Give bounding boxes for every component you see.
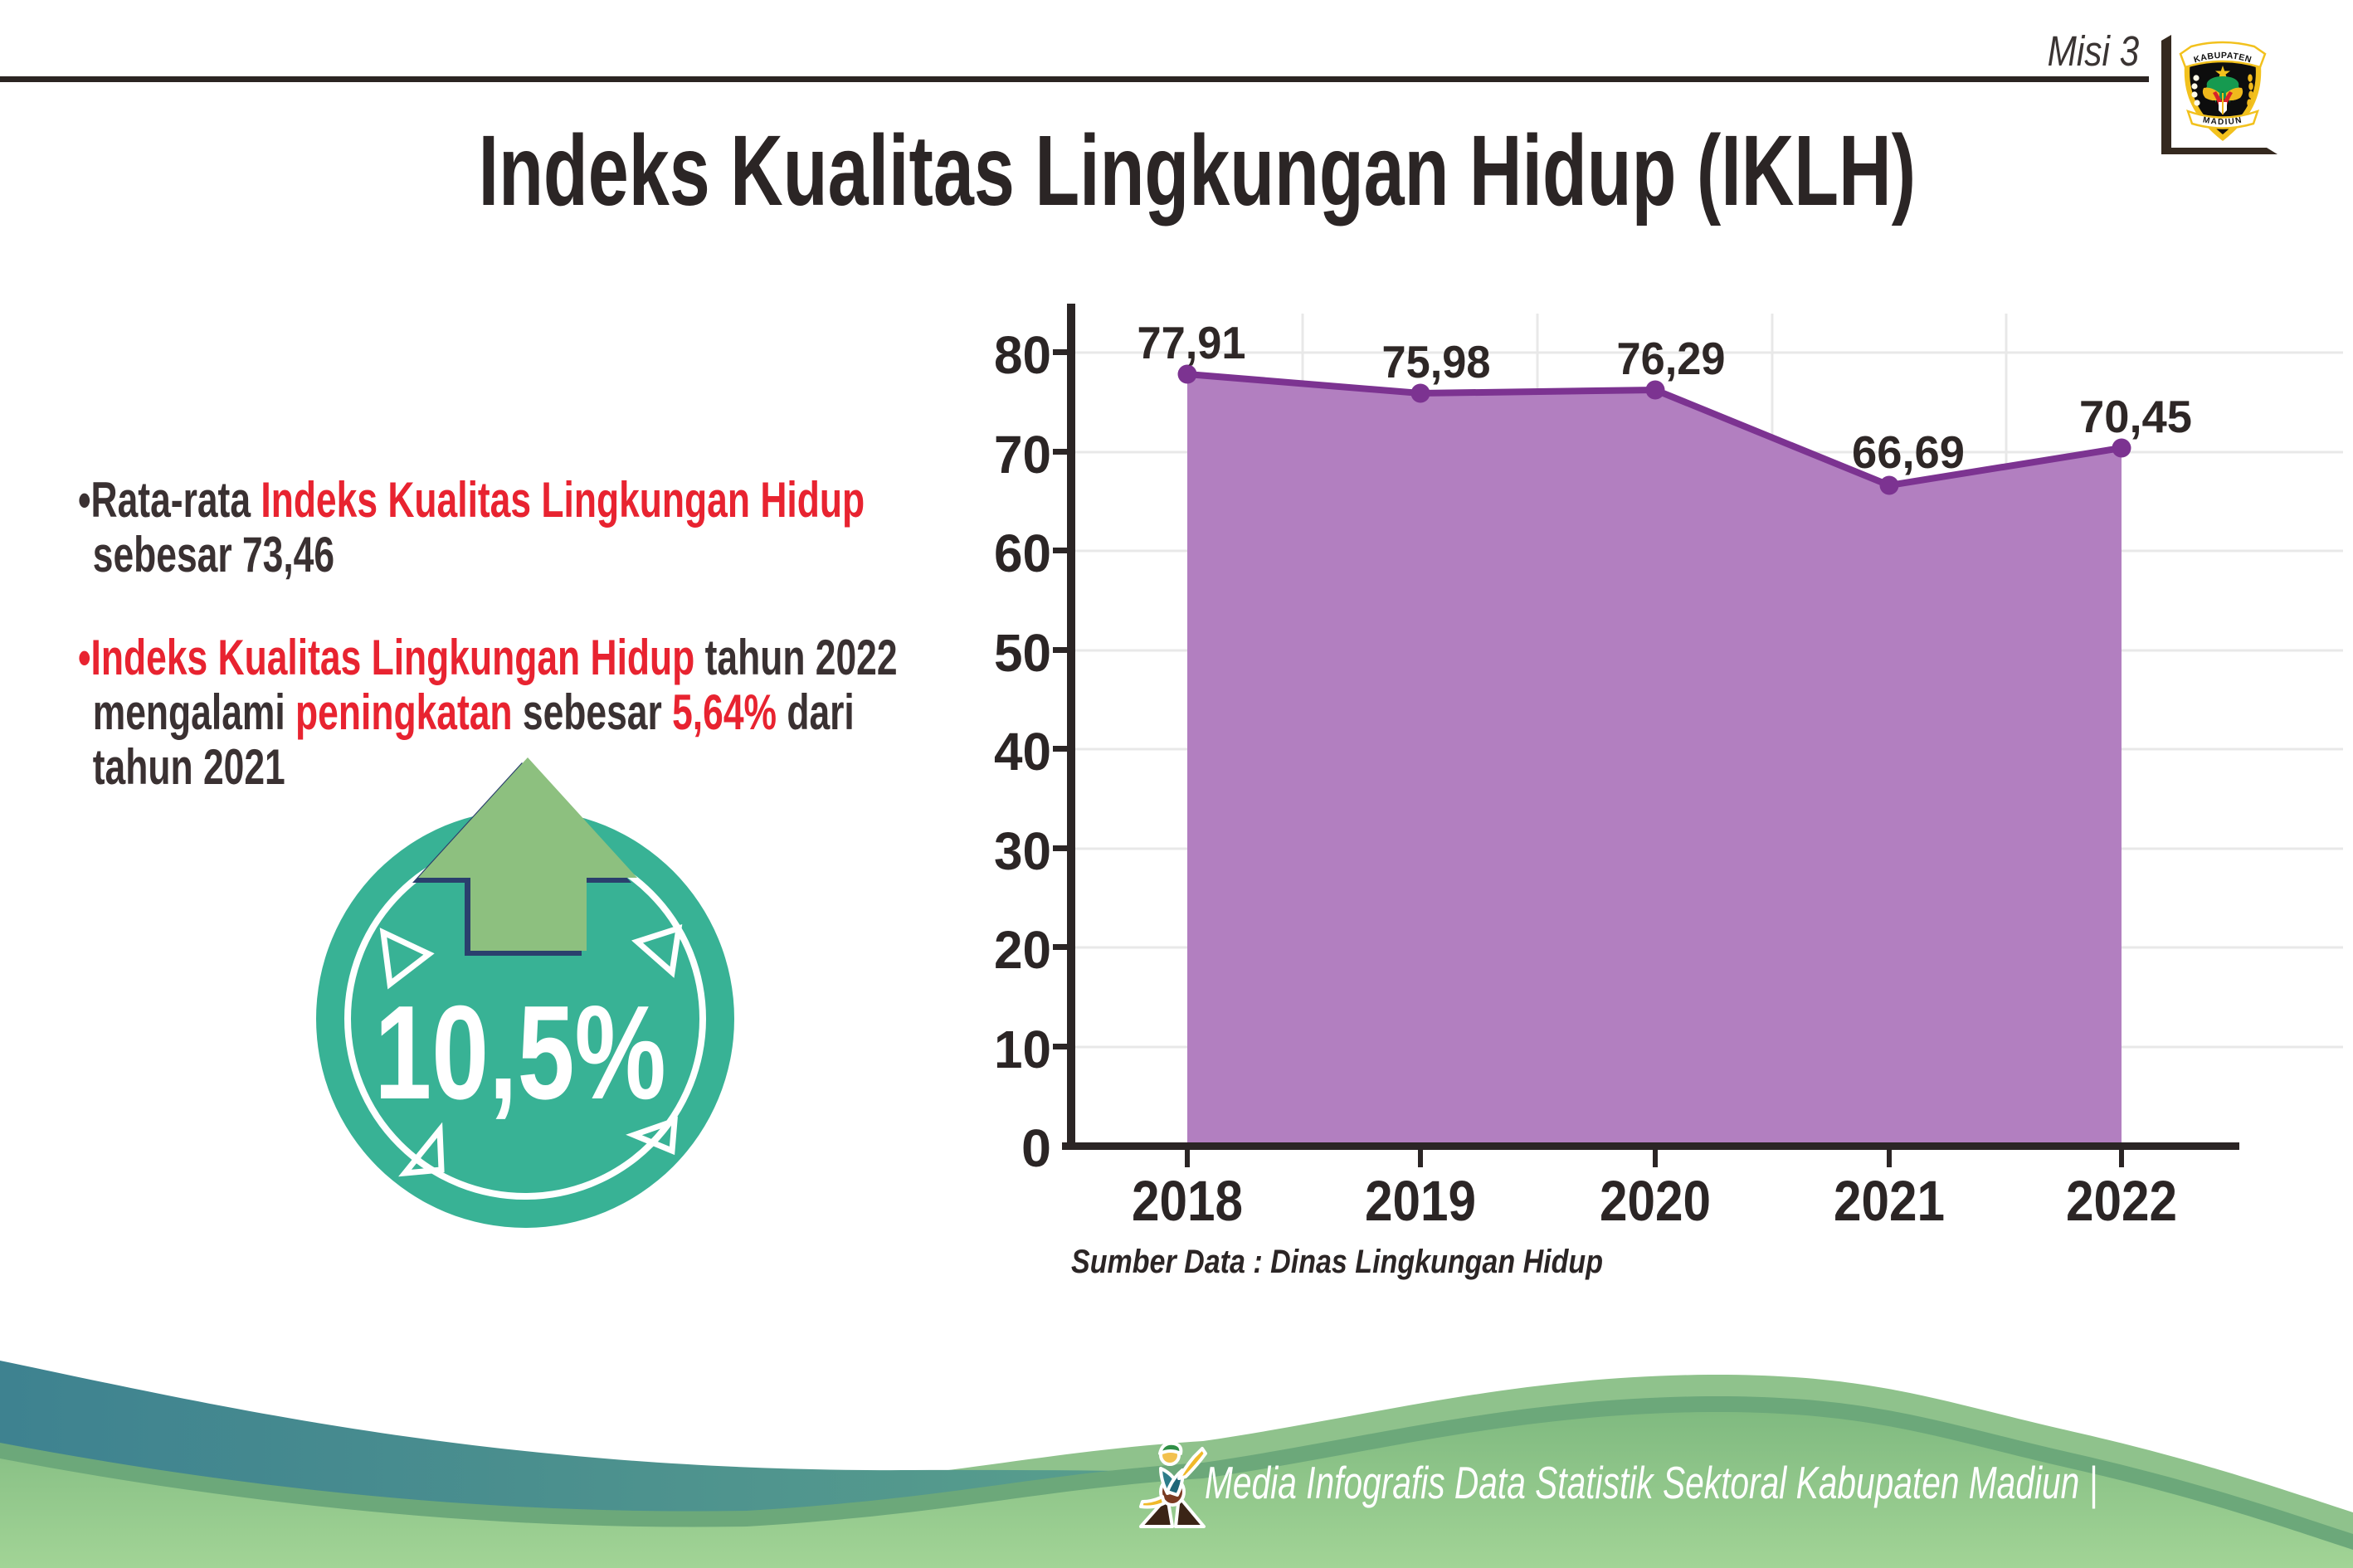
svg-text:80: 80 (994, 325, 1051, 385)
svg-text:30: 30 (994, 821, 1051, 881)
svg-text:MADIUN: MADIUN (2202, 115, 2243, 127)
svg-text:0: 0 (1021, 1118, 1051, 1178)
svg-text:2018: 2018 (1132, 1169, 1243, 1233)
svg-text:75,98: 75,98 (1382, 336, 1491, 387)
svg-text:Sumber Data : Dinas Lingkungan: Sumber Data : Dinas Lingkungan Hidup (1071, 1244, 1603, 1280)
svg-text:40: 40 (994, 722, 1051, 782)
svg-text:2020: 2020 (1600, 1169, 1711, 1233)
svg-text:10,5%: 10,5% (374, 978, 665, 1127)
svg-text:76,29: 76,29 (1617, 333, 1726, 384)
svg-text:77,91: 77,91 (1138, 317, 1246, 368)
svg-text:10: 10 (994, 1020, 1051, 1079)
svg-text:60: 60 (994, 523, 1051, 583)
svg-text:2019: 2019 (1365, 1169, 1476, 1233)
svg-text:20: 20 (994, 920, 1051, 980)
svg-text:66,69: 66,69 (1852, 426, 1965, 478)
svg-text:KABUPATEN: KABUPATEN (2193, 51, 2253, 66)
svg-text:70: 70 (994, 425, 1051, 485)
svg-text:70,45: 70,45 (2079, 391, 2192, 442)
svg-text:50: 50 (994, 623, 1051, 683)
svg-text:2021: 2021 (1834, 1169, 1945, 1233)
svg-text:2022: 2022 (2066, 1169, 2177, 1233)
